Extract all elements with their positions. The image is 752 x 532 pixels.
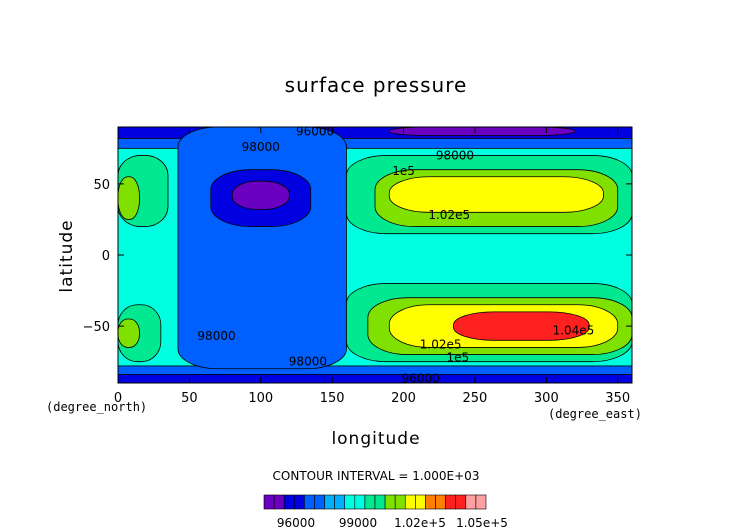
contour-label: 96000	[402, 372, 440, 386]
contour-label: 1.02e5	[420, 338, 462, 352]
colorbar-swatch	[293, 494, 305, 510]
colorbar-swatch	[304, 494, 315, 510]
colorbar-label: 1.05e+5	[456, 516, 508, 530]
contour-label: 1e5	[446, 350, 469, 364]
contour-label: 98000	[289, 355, 327, 369]
contour-region	[231, 180, 290, 210]
contour-label: 98000	[436, 148, 474, 162]
contour-region	[118, 176, 140, 220]
contour-region	[118, 127, 632, 139]
x-tick-label: 50	[181, 391, 198, 406]
chart-title: surface pressure	[285, 73, 468, 97]
x-tick-label: 200	[391, 391, 416, 406]
contour-label: 98000	[197, 329, 235, 343]
y-axis-ticks: 50 0 −50	[83, 178, 632, 335]
contour-region	[453, 311, 590, 341]
colorbar-swatch	[283, 494, 295, 510]
contour-region	[388, 176, 604, 213]
contour-label: 1.04e5	[553, 323, 595, 337]
x-tick-label: 300	[534, 391, 559, 406]
x-tick-label: 350	[605, 391, 630, 406]
contour-interval-label: CONTOUR INTERVAL = 1.000E+03	[273, 469, 480, 483]
x-axis-ticks: 0 50 100 150 200 250 300 350	[114, 127, 630, 406]
y-tick-label: −50	[83, 320, 110, 335]
y-units-label: (degree_north)	[46, 400, 147, 414]
x-tick-label: 250	[463, 391, 488, 406]
colorbar-swatch	[263, 494, 275, 510]
y-axis-label: latitude	[57, 219, 77, 292]
colorbar-swatch	[334, 494, 346, 510]
colorbar-swatch	[435, 494, 446, 510]
contour-labels: 9800096000980001e51.02e5980001.02e51e598…	[197, 124, 594, 385]
y-tick-label: 50	[93, 178, 110, 193]
contour-label: 96000	[296, 124, 334, 138]
x-units-label: (degree_east)	[548, 407, 642, 421]
colorbar-swatch	[273, 494, 285, 510]
colorbar-swatch	[384, 494, 396, 510]
colorbar-swatch	[374, 494, 386, 510]
colorbar-swatch	[425, 494, 436, 510]
contour-region	[118, 374, 632, 383]
contour-region	[118, 318, 140, 348]
colorbar-swatch	[475, 494, 487, 510]
plot-area	[118, 127, 632, 383]
colorbar-swatch	[445, 494, 457, 510]
x-tick-label: 150	[320, 391, 345, 406]
colorbar-swatch	[354, 494, 366, 510]
contour-label: 1.02e5	[428, 208, 470, 222]
contour-label: 1e5	[392, 164, 415, 178]
contour-region	[388, 127, 576, 136]
colorbar-swatch	[455, 494, 467, 510]
colorbar: 96000 99000 1.02e+5 1.05e+5	[263, 494, 508, 530]
colorbar-label: 96000	[277, 516, 315, 530]
colorbar-label: 99000	[339, 516, 377, 530]
colorbar-swatch	[394, 494, 406, 510]
colorbar-swatch	[314, 494, 325, 510]
x-tick-label: 0	[114, 391, 122, 406]
colorbar-swatch	[364, 494, 376, 510]
x-tick-label: 100	[248, 391, 273, 406]
x-axis-label: longitude	[331, 429, 420, 449]
colorbar-swatch	[404, 494, 416, 510]
colorbar-label: 1.02e+5	[394, 516, 446, 530]
colorbar-swatch	[324, 494, 335, 510]
y-tick-label: 0	[102, 249, 110, 264]
colorbar-swatch	[465, 494, 477, 510]
contour-label: 98000	[242, 140, 280, 154]
colorbar-swatch	[415, 494, 426, 510]
colorbar-swatch	[344, 494, 356, 510]
